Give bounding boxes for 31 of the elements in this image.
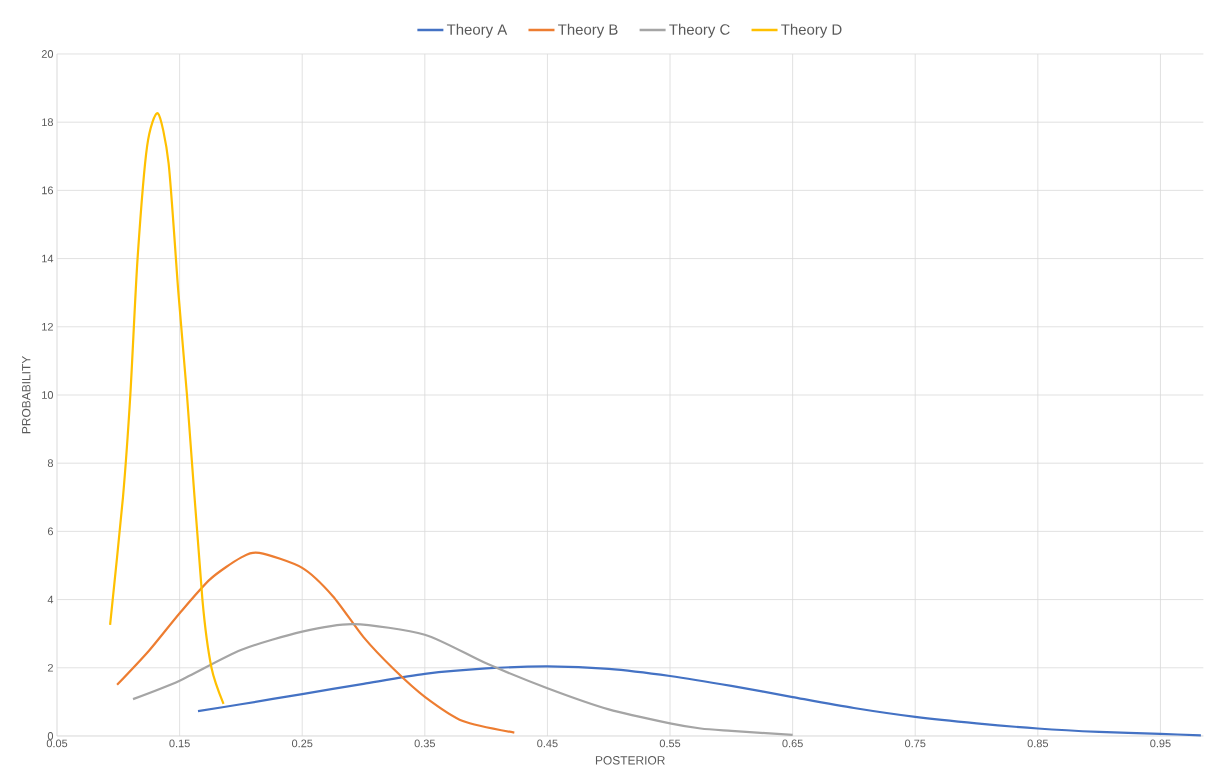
legend-label: Theory D: [781, 23, 842, 38]
x-tick-label: 0.55: [659, 739, 681, 748]
line-series: [109, 112, 225, 706]
y-tick-label: 20: [41, 50, 54, 58]
x-tick-label: 0.75: [904, 739, 926, 748]
legend-label: Theory C: [669, 23, 730, 38]
y-tick-label: 18: [42, 118, 53, 127]
line-series: [115, 551, 516, 734]
x-axis-title: POSTERIOR: [595, 756, 665, 765]
legend-label: Theory A: [446, 23, 508, 38]
y-tick-label: 12: [42, 322, 53, 331]
x-tick-label: 0.95: [1150, 739, 1171, 748]
x-tick-label: 0.45: [537, 739, 558, 748]
line-series: [131, 623, 794, 737]
x-tick-label: 0.25: [291, 739, 313, 748]
y-tick-label: 16: [42, 186, 53, 195]
y-tick-label: 0: [47, 732, 54, 740]
y-tick-label: 2: [47, 663, 53, 672]
line-series: [196, 665, 1202, 737]
y-tick-label: 4: [47, 595, 54, 604]
y-tick-label: 14: [42, 254, 54, 263]
x-tick-label: 0.65: [782, 739, 803, 748]
y-tick-label: 10: [42, 391, 54, 399]
y-tick-label: 6: [47, 527, 53, 536]
x-tick-label: 0.85: [1027, 739, 1049, 748]
x-tick-label: 0.05: [46, 739, 68, 748]
y-tick-label: 8: [47, 459, 53, 468]
x-tick-label: 0.35: [414, 739, 436, 748]
legend-label: Theory B: [558, 23, 618, 38]
y-axis-title: PROBABILITY: [22, 356, 31, 434]
x-tick-label: 0.15: [169, 739, 190, 748]
